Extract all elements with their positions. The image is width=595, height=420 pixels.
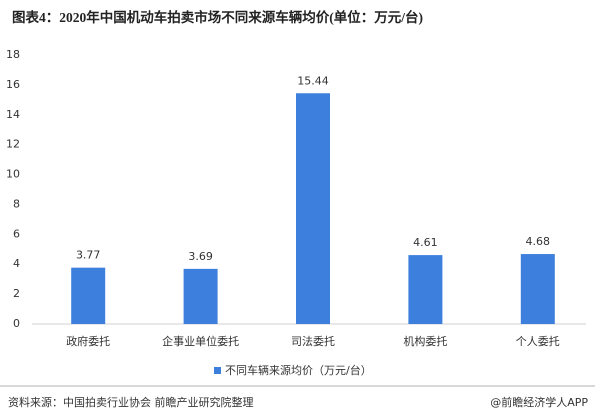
chart-title: 图表4：2020年中国机动车拍卖市场不同来源车辆均价(单位：万元/台) [12,9,423,25]
y-tick-label: 12 [6,138,20,151]
source-note: 资料来源：中国拍卖行业协会 前瞻产业研究院整理 [8,395,254,409]
data-label: 3.77 [76,249,101,262]
x-tick-label: 企事业单位委托 [162,334,239,348]
legend-label: 不同车辆来源均价（万元/台） [225,363,372,377]
y-tick-label: 14 [6,108,20,121]
bar [183,268,218,324]
y-tick-label: 10 [6,168,20,181]
data-label: 15.44 [297,74,329,87]
x-tick-label: 司法委托 [291,334,335,348]
bar [408,255,443,324]
x-tick-label: 个人委托 [516,334,560,348]
legend-swatch [214,367,221,374]
x-tick-label: 政府委托 [66,334,110,348]
data-label: 4.61 [413,236,438,249]
bar [71,267,106,324]
y-tick-label: 0 [13,317,20,330]
y-tick-label: 2 [13,287,20,300]
y-tick-label: 16 [6,78,20,91]
y-tick-label: 18 [6,48,20,61]
bar [520,254,555,324]
bar [296,93,330,324]
credit: @前瞻经济学人APP [490,395,588,409]
y-tick-label: 8 [13,197,20,210]
y-tick-label: 6 [13,227,20,240]
x-tick-label: 机构委托 [403,334,447,348]
data-label: 3.69 [188,250,213,263]
y-tick-label: 4 [13,257,20,270]
data-label: 4.68 [526,235,551,248]
